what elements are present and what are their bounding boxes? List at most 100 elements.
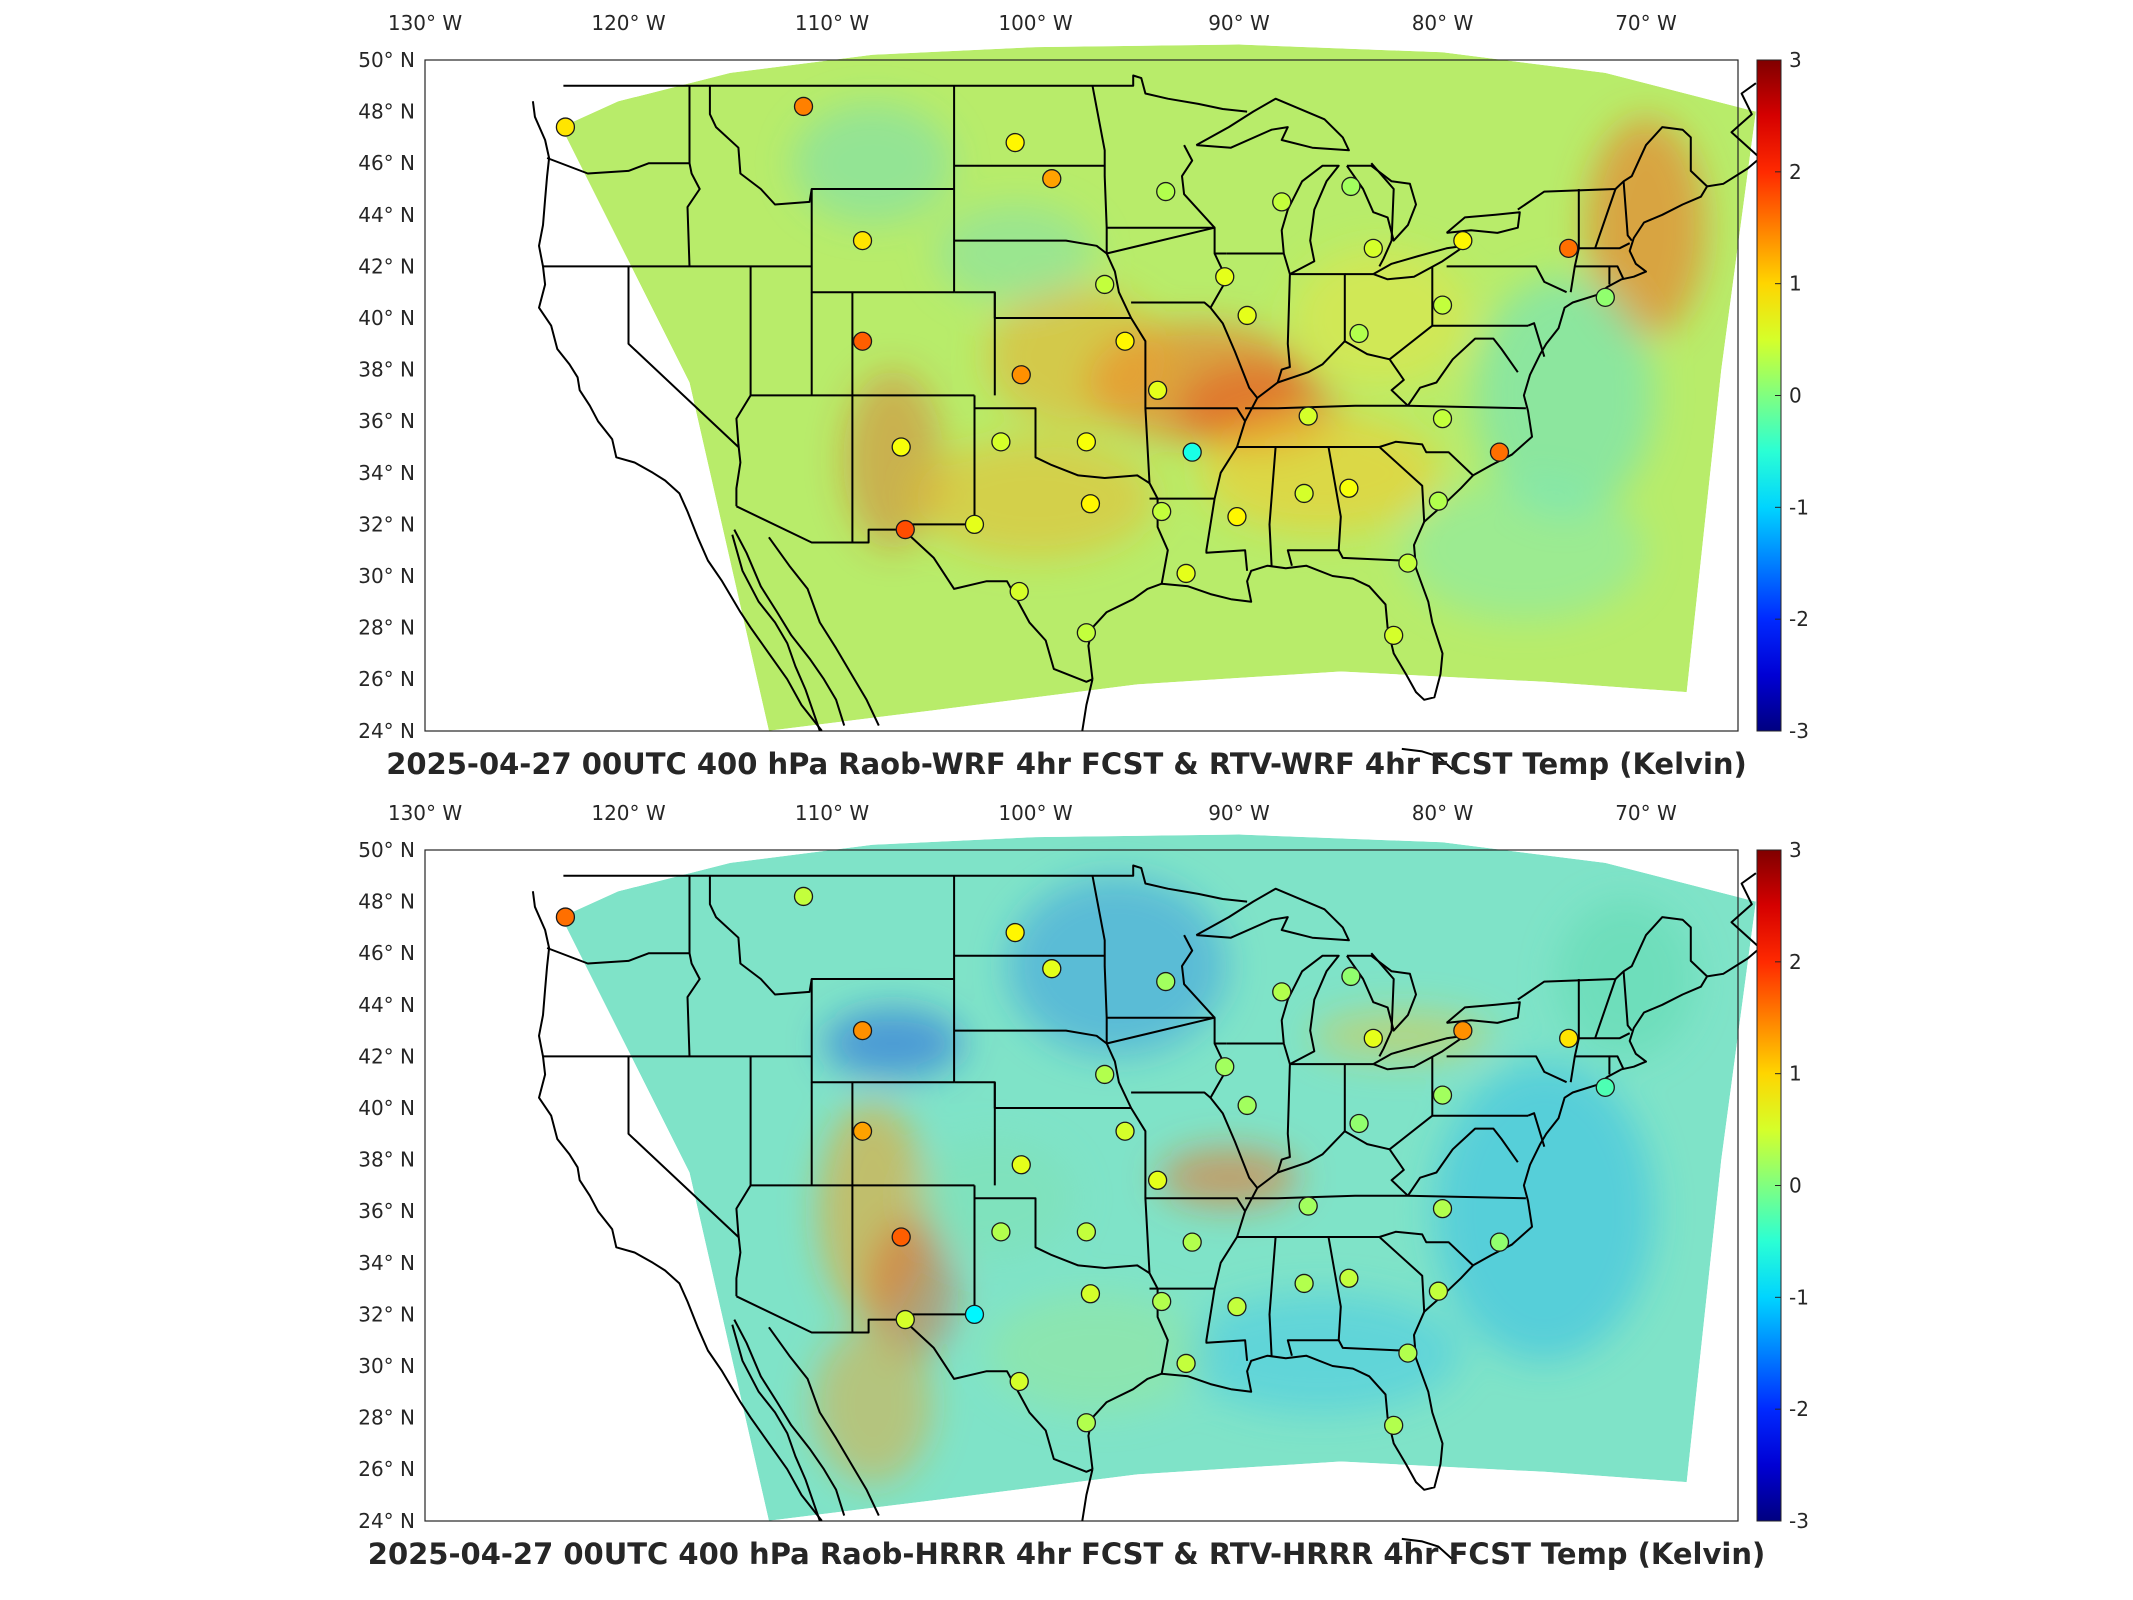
field-blob [1474,275,1655,516]
lon-tick-label: 90° W [1208,801,1270,825]
colorbar-tick-label: 0 [1789,1174,1802,1198]
state-border [954,239,1108,255]
raob-station [1080,494,1101,514]
raob-station [852,1020,873,1041]
field-blob [1006,876,1227,1057]
lake-outline [1195,887,1350,942]
raob-station [1115,1121,1135,1141]
state-border [735,1295,904,1334]
lat-tick-label: 34° N [358,461,415,485]
lon-tick-label: 70° W [1615,11,1677,35]
state-border [1527,1112,1546,1147]
field-blob [1200,412,1441,533]
state-border [1245,404,1526,410]
raob-station [891,437,911,457]
colorbar-tick-label: 0 [1789,384,1802,408]
raob-station [1428,491,1449,511]
raob-stations [555,886,1615,1435]
colorbar-tick-label: 1 [1789,272,1802,296]
raob-station [1363,1028,1383,1048]
raob-station [793,886,814,907]
lat-tick-label: 34° N [358,1251,415,1275]
coastline [1401,1537,1454,1561]
raob-station [1152,501,1172,522]
raob-station [852,1121,873,1141]
coastline [1081,678,1094,731]
raob-stations [555,96,1615,645]
state-border [1181,144,1216,229]
raob-station [1341,176,1361,197]
raob-station [852,331,873,351]
lon-tick-label: 80° W [1412,11,1474,35]
lat-tick-label: 44° N [358,993,415,1017]
colorbar-tick-label: -3 [1789,1509,1809,1533]
raob-station [852,230,873,251]
state-border [1378,446,1426,522]
lat-tick-label: 50° N [358,838,415,862]
state-border [1578,242,1631,250]
lon-tick-label: 90° W [1208,11,1270,35]
raob-station [1298,406,1318,426]
coastline [768,536,880,727]
state-border [1407,337,1519,407]
colorbar-tick-label: 3 [1789,48,1802,72]
state-border [1268,446,1277,566]
lat-tick-label: 32° N [358,512,415,536]
raob-station [964,514,985,535]
lake-outline [1280,164,1340,275]
axes-box [424,849,1739,1522]
field-blob [1180,1293,1461,1414]
lon-tick-label: 110° W [795,11,870,35]
lake-outline [1445,1001,1521,1024]
lat-tick-label: 50° N [358,48,415,72]
raob-station [1176,563,1196,584]
raob-station [1115,331,1135,351]
coastline [733,1319,846,1516]
state-border [546,157,690,175]
state-border [1256,274,1291,399]
bottom-map-title: 2025-04-27 00UTC 400 hPa Raob-HRRR 4hr F… [367,1537,1766,1571]
state-border [1268,1236,1277,1356]
raob-station [1559,1028,1579,1048]
raob-station [1339,478,1359,498]
lat-tick-label: 38° N [358,358,415,382]
lake-outline [1445,211,1521,234]
raob-station [1272,982,1292,1002]
state-border [563,74,1248,113]
raob-station [1009,1371,1029,1392]
raob-station [1432,1198,1453,1219]
lon-tick-label: 100° W [998,11,1073,35]
colorbar-tick-label: 3 [1789,838,1802,862]
coastline [1401,747,1454,771]
raob-station [1147,1170,1168,1190]
raob-station [1215,267,1235,287]
colorbar-tick-label: -3 [1789,719,1809,743]
raob-station [1005,922,1025,943]
state-border [1378,1236,1426,1312]
state-border [954,1081,1132,1109]
field-blobs [812,876,1696,1485]
coastline [531,891,823,1522]
lat-tick-label: 36° N [358,1199,415,1223]
raob-station [1182,442,1202,462]
raob-station [1042,169,1062,189]
lat-tick-label: 30° N [358,564,415,588]
coastline [731,1324,821,1522]
lat-tick-label: 24° N [358,719,415,743]
colorbar-tick-label: -2 [1789,1397,1809,1421]
field-blob [986,286,1167,427]
state-border [1145,407,1246,422]
lon-tick-label: 110° W [795,801,870,825]
raob-station [1349,323,1369,344]
state-border [627,1056,740,1238]
state-border [1370,952,1395,1057]
raob-station [1398,553,1418,573]
colorbar-tick-label: 1 [1789,1062,1802,1086]
field-blob [1291,248,1472,388]
raob-station [1341,966,1361,987]
state-border [1181,934,1216,1019]
coastline [1081,1468,1094,1521]
raob-station [1076,623,1097,643]
raob-station [991,1222,1011,1242]
raob-station [1432,408,1453,429]
